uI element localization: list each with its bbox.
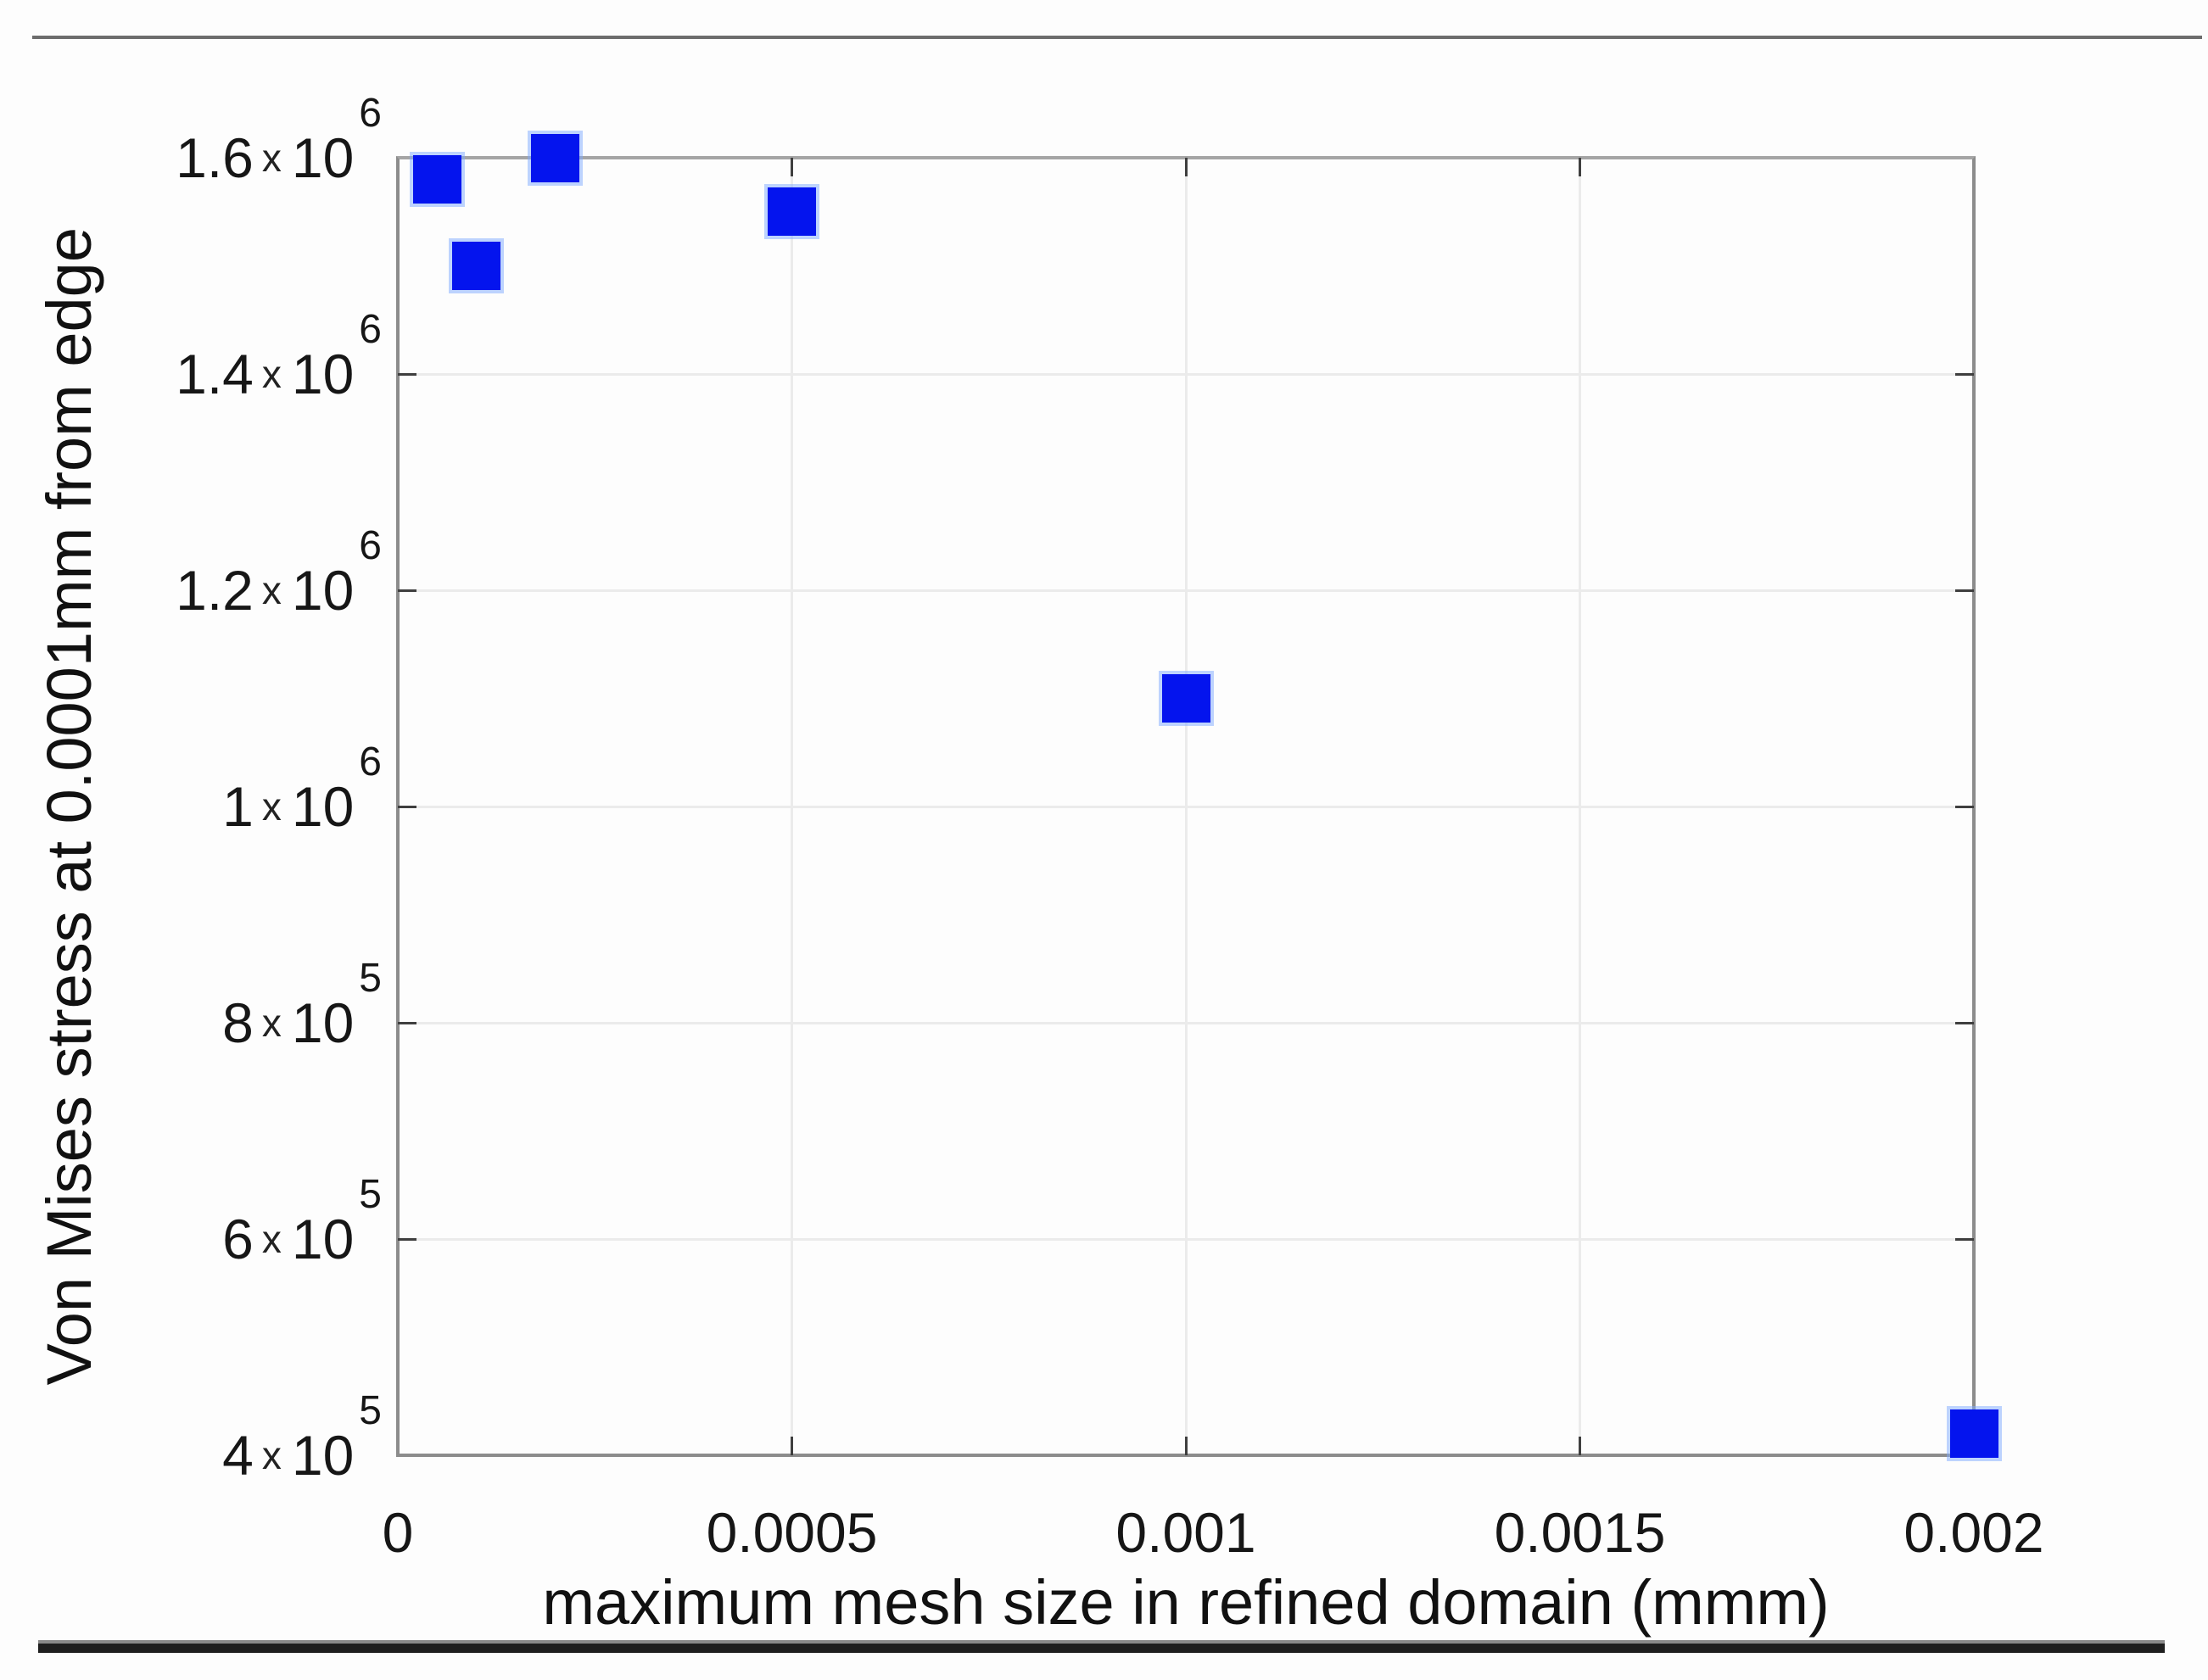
y-tick-label-coeff: 8 [222, 991, 254, 1054]
plot-area [398, 133, 1998, 1458]
y-tick-mark-left [398, 372, 416, 376]
y-tick-label-coeff: 1.6 [176, 126, 254, 189]
y-tick-mark-right [1955, 1021, 1974, 1024]
horizontal-gridline [398, 1021, 1974, 1024]
x-tick-label: 0.0015 [1494, 1501, 1666, 1564]
data-point-marker [412, 155, 461, 204]
x-tick-mark-bottom [791, 1437, 793, 1455]
data-point-marker [452, 242, 501, 290]
horizontal-gridline [398, 372, 1974, 376]
y-tick-label-sup: 5 [359, 1388, 382, 1433]
y-tick-mark-left [398, 805, 416, 808]
y-tick-label-base: 10 [291, 343, 355, 405]
x-tick-mark-bottom [1579, 1437, 1581, 1455]
y-tick-label: 1.2 x 10 6 [176, 523, 382, 624]
y-tick-label-times: x [261, 1217, 282, 1261]
horizontal-gridline [398, 589, 1974, 592]
data-point-marker [1949, 1409, 1998, 1458]
y-axis-label-wrap: Von Mises stress at 0.0001mm from edge [22, 158, 117, 1455]
x-axis-label: maximum mesh size in refined domain (mmm… [542, 1567, 1830, 1638]
y-tick-mark-right [1955, 1237, 1974, 1241]
y-tick-label: 6 x 10 5 [222, 1172, 382, 1273]
data-point-marker [768, 187, 816, 237]
x-tick-mark-bottom [1184, 1437, 1188, 1455]
x-tick-mark-top [1579, 158, 1581, 176]
y-axis-label: Von Mises stress at 0.0001mm from edge [34, 227, 104, 1386]
data-point-marker [1161, 674, 1210, 723]
x-tick-mark-top [791, 158, 793, 176]
y-tick-label-base: 10 [291, 1424, 355, 1487]
y-tick-label-times: x [261, 136, 282, 180]
y-tick-label-times: x [261, 568, 282, 612]
y-tick-label-coeff: 6 [222, 1208, 254, 1270]
y-tick-label-coeff: 4 [222, 1424, 254, 1487]
y-tick-label-times: x [261, 1433, 282, 1477]
x-tick-label: 0 [382, 1501, 414, 1564]
y-tick-mark-left [398, 1021, 416, 1024]
y-tick-label-base: 10 [291, 559, 355, 622]
y-tick-label-coeff: 1 [222, 775, 254, 838]
top-divider-rule [32, 36, 2202, 39]
y-tick-label: 1 x 10 6 [222, 740, 382, 840]
y-tick-label-times: x [261, 352, 282, 396]
y-tick-mark-right [1955, 805, 1974, 808]
y-tick-label-sup: 6 [359, 307, 382, 352]
y-tick-label-base: 10 [291, 1208, 355, 1270]
y-tick-label-times: x [261, 784, 282, 829]
y-tick-label: 8 x 10 5 [222, 956, 382, 1057]
y-tick-label-sup: 6 [359, 523, 382, 568]
y-tick-label-sup: 5 [359, 1172, 382, 1217]
y-tick-label-sup: 5 [359, 956, 382, 1001]
y-tick-label-coeff: 1.2 [176, 559, 254, 622]
y-tick-label-coeff: 1.4 [176, 343, 254, 405]
horizontal-gridline [398, 1237, 1974, 1241]
bottom-divider-rule [38, 1644, 2165, 1653]
y-tick-label: 4 x 10 5 [222, 1388, 382, 1489]
x-tick-label: 0.001 [1115, 1501, 1256, 1564]
y-tick-label: 1.4 x 10 6 [176, 307, 382, 408]
y-tick-label: 1.6 x 10 6 [176, 91, 382, 192]
y-tick-mark-right [1955, 589, 1974, 592]
y-tick-mark-right [1955, 372, 1974, 376]
y-tick-label-times: x [261, 1001, 282, 1045]
y-tick-mark-left [398, 589, 416, 592]
y-tick-label-sup: 6 [359, 740, 382, 784]
y-tick-label-base: 10 [291, 991, 355, 1054]
x-tick-label: 0.0005 [706, 1501, 878, 1564]
x-tick-label: 0.002 [1903, 1501, 2044, 1564]
y-tick-label-base: 10 [291, 126, 355, 189]
bottom-divider-rule-highlight [38, 1640, 2165, 1644]
y-tick-mark-left [398, 1237, 416, 1241]
x-tick-mark-top [1184, 158, 1188, 176]
y-tick-label-sup: 6 [359, 91, 382, 136]
data-point-marker [531, 133, 580, 182]
y-tick-label-base: 10 [291, 775, 355, 838]
horizontal-gridline [398, 805, 1974, 808]
